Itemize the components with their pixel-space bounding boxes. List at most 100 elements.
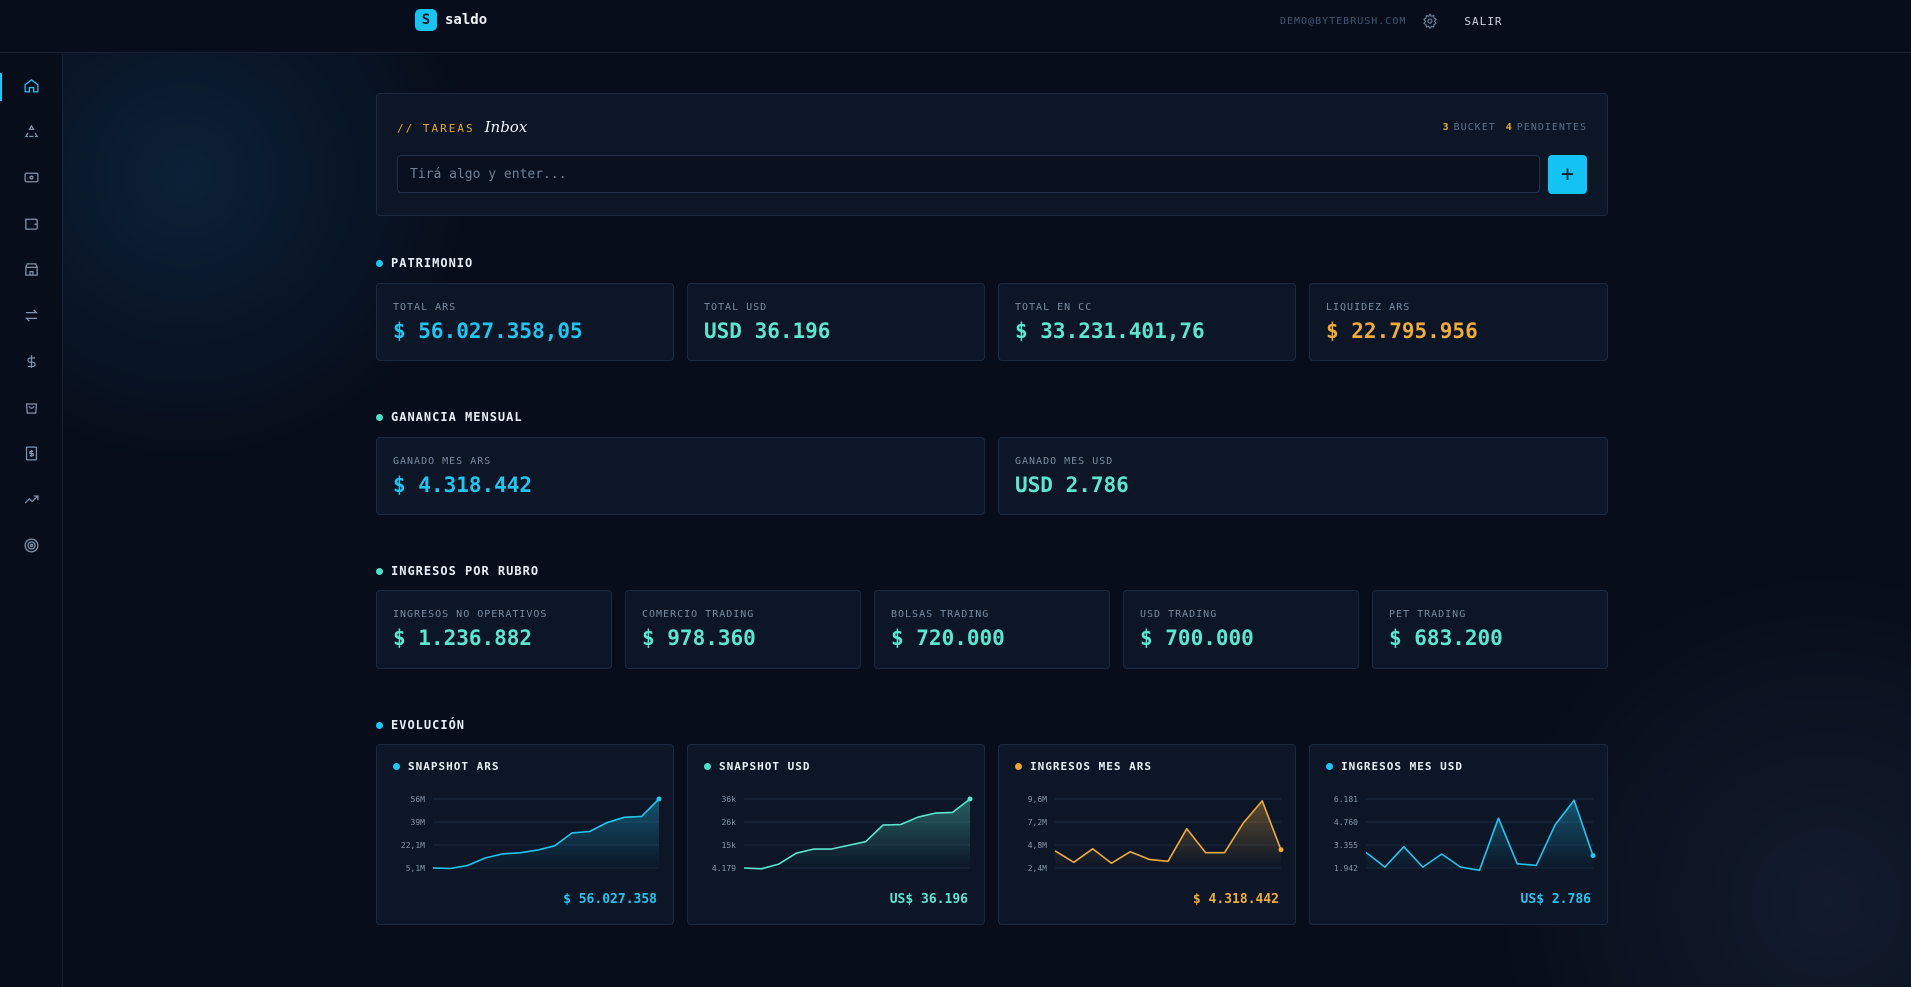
stat-label: INGRESOS NO OPERATIVOS [393, 609, 548, 620]
section-title-ganancia: GANANCIA MENSUAL [376, 410, 523, 424]
brand-logo: S [415, 9, 437, 31]
chart-plot: 9,6M 7,2M 4,8M 2,4M [1028, 795, 1284, 873]
chart-title: INGRESOS MES USD [1326, 760, 1463, 773]
chart-title: SNAPSHOT ARS [393, 760, 499, 773]
stat-label: BOLSAS TRADING [891, 609, 990, 620]
stat-label: TOTAL EN CC [1015, 302, 1093, 313]
series-last-point [1590, 853, 1596, 859]
sidebar-item-wallet[interactable] [0, 207, 63, 243]
brand[interactable]: S saldo [415, 9, 487, 31]
sidebar-item-receipt[interactable] [0, 437, 63, 473]
stat-label: TOTAL ARS [393, 302, 457, 313]
y-tick-label: 5,1M [406, 864, 425, 873]
logout-button[interactable]: SALIR [1464, 14, 1503, 28]
stat-value: $ 683.200 [1389, 626, 1503, 650]
series-line [432, 798, 660, 870]
target-icon [23, 537, 40, 558]
y-tick-label: 9,6M [1028, 795, 1047, 804]
y-tick-label: 15k [722, 841, 737, 850]
chart-dot [704, 763, 711, 770]
stat-card-ingresos-no-operativos[interactable]: INGRESOS NO OPERATIVOS $ 1.236.882 [376, 590, 612, 669]
inbox-heading: // TAREAS Inbox [397, 118, 527, 136]
y-tick-label: 6.181 [1334, 795, 1358, 804]
bucket-counter: 3 BUCKET [1442, 122, 1496, 133]
stat-card-comercio-trading[interactable]: COMERCIO TRADING $ 978.360 [625, 590, 861, 669]
stat-label: USD TRADING [1140, 609, 1218, 620]
receipt-icon [23, 445, 40, 466]
series-last-point [967, 796, 973, 802]
sidebar-item-home[interactable] [0, 69, 63, 105]
stat-card-pet-trading[interactable]: PET TRADING $ 683.200 [1372, 590, 1608, 669]
sidebar-item-trending[interactable] [0, 483, 63, 519]
stat-card-bolsas-trading[interactable]: BOLSAS TRADING $ 720.000 [874, 590, 1110, 669]
chart-card-ingresos-mes-usd[interactable]: INGRESOS MES USD 6.181 4.760 3.355 1.942 US… [1309, 744, 1608, 925]
stat-value: $ 56.027.358,05 [393, 319, 583, 343]
sidebar-item-banknote[interactable] [0, 161, 63, 197]
chart-dot [1326, 763, 1333, 770]
stat-label: LIQUIDEZ ARS [1326, 302, 1411, 313]
y-tick-label: 4.760 [1334, 818, 1358, 827]
stat-label: COMERCIO TRADING [642, 609, 755, 620]
y-tick-label: 2,4M [1028, 864, 1047, 873]
sidebar [0, 54, 63, 987]
sidebar-item-target[interactable] [0, 529, 63, 565]
brand-name: saldo [445, 12, 488, 28]
gear-icon[interactable] [1422, 13, 1438, 30]
series-last-point [1278, 847, 1284, 853]
stat-value: $ 33.231.401,76 [1015, 319, 1205, 343]
stat-value: USD 2.786 [1015, 473, 1129, 497]
y-tick-label: 26k [722, 818, 737, 827]
section-title-ingresos: INGRESOS POR RUBRO [376, 564, 539, 578]
store-icon [23, 261, 40, 282]
stat-value: $ 700.000 [1140, 626, 1254, 650]
y-tick-label: 7,2M [1028, 818, 1047, 827]
stat-value: $ 4.318.442 [393, 473, 533, 497]
shopping-bag-icon [23, 399, 40, 420]
home-icon [23, 77, 40, 98]
stat-card-total-cc[interactable]: TOTAL EN CC $ 33.231.401,76 [998, 283, 1296, 361]
chart-title: SNAPSHOT USD [704, 760, 810, 773]
series-last-point [656, 796, 662, 802]
chart-card-ingresos-mes-ars[interactable]: INGRESOS MES ARS 9,6M 7,2M 4,8M 2,4M $ 4.31… [998, 744, 1296, 925]
sidebar-item-dollar[interactable] [0, 345, 63, 381]
add-task-button[interactable]: + [1548, 155, 1587, 194]
stat-card-total-usd[interactable]: TOTAL USD USD 36.196 [687, 283, 985, 361]
stat-label: PET TRADING [1389, 609, 1467, 620]
stat-card-usd-trading[interactable]: USD TRADING $ 700.000 [1123, 590, 1359, 669]
recycle-icon [23, 123, 40, 144]
stat-card-total-ars[interactable]: TOTAL ARS $ 56.027.358,05 [376, 283, 674, 361]
section-dot [376, 413, 383, 421]
chart-card-snapshot-ars[interactable]: SNAPSHOT ARS 56M 39M 22,1M 5,1M $ 56.027.35… [376, 744, 674, 925]
series-area [744, 799, 970, 869]
series-area [433, 799, 659, 869]
chart-total: $ 56.027.358 [563, 892, 657, 907]
y-tick-label: 36k [722, 795, 737, 804]
chart-title: INGRESOS MES ARS [1015, 760, 1152, 773]
stat-card-ganado-usd[interactable]: GANADO MES USD USD 2.786 [998, 437, 1608, 515]
stat-card-liquidez-ars[interactable]: LIQUIDEZ ARS $ 22.795.956 [1309, 283, 1608, 361]
sidebar-item-transfer[interactable] [0, 299, 63, 335]
sidebar-item-shopping-bag[interactable] [0, 391, 63, 427]
sidebar-item-recycle[interactable] [0, 115, 63, 151]
stat-value: $ 1.236.882 [393, 626, 533, 650]
chart-card-snapshot-usd[interactable]: SNAPSHOT USD 36k 26k 15k 4.179 US$ 36.196 [687, 744, 985, 925]
series-area [1055, 800, 1281, 868]
transfer-icon [23, 307, 40, 328]
sidebar-item-store[interactable] [0, 253, 63, 289]
pending-counter: 4 PENDIENTES [1505, 122, 1587, 133]
chart-plot: 6.181 4.760 3.355 1.942 [1334, 795, 1596, 873]
wallet-icon [23, 215, 40, 236]
section-dot [376, 259, 383, 267]
chart-dot [1015, 763, 1022, 770]
section-title-patrimonio: PATRIMONIO [376, 256, 473, 270]
stat-value: $ 720.000 [891, 626, 1005, 650]
stat-card-ganado-ars[interactable]: GANADO MES ARS $ 4.318.442 [376, 437, 985, 515]
inbox-input[interactable] [397, 155, 1540, 193]
stat-value: USD 36.196 [704, 319, 831, 343]
user-email: DEMO@BYTEBRUSH.COM [1280, 15, 1407, 27]
top-bar: S saldo DEMO@BYTEBRUSH.COM SALIR [0, 0, 1911, 53]
inbox-title: Inbox [484, 118, 528, 136]
stat-label: GANADO MES USD [1015, 456, 1114, 467]
stat-label: GANADO MES ARS [393, 456, 492, 467]
